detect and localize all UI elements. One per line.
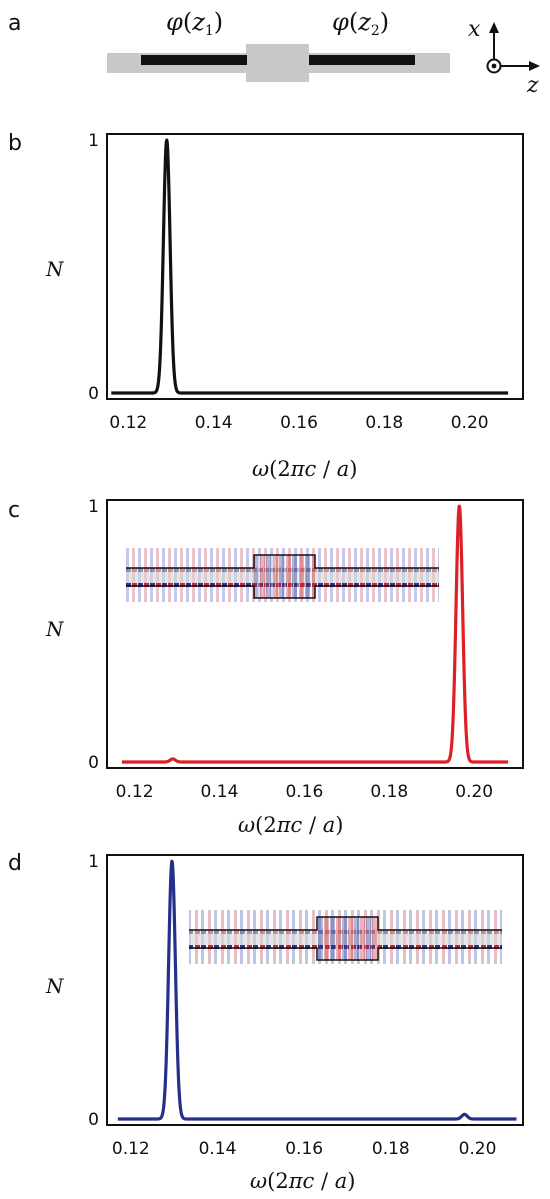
y-axis-label-b: N — [45, 257, 65, 281]
series-line — [116, 859, 518, 1121]
x-tick-label: 0.20 — [455, 782, 493, 802]
panel-label-c: c — [8, 498, 20, 523]
series-line — [110, 138, 510, 395]
y-tick-label: 1 — [88, 497, 99, 517]
field-inset-d — [189, 910, 502, 964]
y-axis-label-d: N — [45, 974, 65, 998]
x-tick-label: 0.14 — [201, 782, 239, 802]
plot-frame-c — [106, 499, 524, 769]
arrow-right-icon — [529, 61, 540, 71]
x-axis-label-b: ω(2πc / a) — [252, 457, 357, 481]
coordinate-axes: x z — [468, 17, 540, 98]
x-tick-label: 0.12 — [116, 782, 154, 802]
panel-label-d: d — [8, 851, 22, 876]
y-axis-label-c: N — [45, 617, 65, 641]
plot-frame-d — [106, 854, 524, 1126]
core-left — [141, 55, 247, 65]
panel-b: b N 0.12 0.14 0.16 0.18 0.20 0 1 ω(2πc / a) — [8, 131, 524, 481]
y-tick-label: 0 — [88, 1110, 99, 1130]
x-tick-label: 0.16 — [285, 782, 323, 802]
x-tick-label: 0.20 — [451, 413, 489, 433]
series-b — [110, 138, 510, 395]
series-d — [116, 859, 518, 1121]
x-tick-label: 0.14 — [195, 413, 233, 433]
x-tick-label: 0.18 — [370, 782, 408, 802]
x-tick-label: 0.18 — [372, 1139, 410, 1159]
y-tick-label: 0 — [88, 384, 99, 404]
x-tick-label: 0.16 — [285, 1139, 323, 1159]
y-tick-label: 0 — [88, 753, 99, 773]
x-tick-label: 0.18 — [365, 413, 403, 433]
field-inset-c — [126, 548, 439, 602]
y-tick-label: 1 — [88, 131, 99, 151]
phi-z1-label: φ(z1) — [166, 8, 223, 39]
panel-c: c N 0.12 0.14 0.16 0.18 0.20 0 1 ω(2πc / a) — [8, 497, 524, 837]
x-tick-label: 0.20 — [459, 1139, 497, 1159]
axis-x-label: x — [468, 17, 481, 42]
tick-labels-d: 0.12 0.14 0.16 0.18 0.20 0 1 — [88, 852, 496, 1159]
panel-label-a: a — [8, 11, 21, 36]
panel-label-b: b — [8, 131, 22, 156]
junction-block — [246, 44, 309, 82]
y-tick-label: 1 — [88, 852, 99, 872]
x-tick-label: 0.16 — [280, 413, 318, 433]
x-tick-label: 0.14 — [199, 1139, 237, 1159]
tick-labels-b: 0.12 0.14 0.16 0.18 0.20 0 1 — [88, 131, 488, 433]
axis-z-label: z — [526, 73, 539, 98]
plot-frame-b — [106, 133, 524, 400]
core-right — [309, 55, 415, 65]
phi-z2-label: φ(z2) — [332, 8, 389, 39]
panel-d: d N 0.12 0.14 0.16 0.18 0.20 0 1 ω(2πc / a) — [8, 851, 524, 1193]
series-c — [120, 504, 510, 764]
x-tick-label: 0.12 — [109, 413, 147, 433]
panel-a: a φ(z1) φ(z2) x z — [8, 8, 540, 98]
x-tick-label: 0.12 — [112, 1139, 150, 1159]
x-axis-label-d: ω(2πc / a) — [250, 1169, 355, 1193]
arrow-up-icon — [489, 22, 499, 33]
x-axis-label-c: ω(2πc / a) — [238, 813, 343, 837]
series-line — [120, 504, 510, 764]
tick-labels-c: 0.12 0.14 0.16 0.18 0.20 0 1 — [88, 497, 493, 802]
